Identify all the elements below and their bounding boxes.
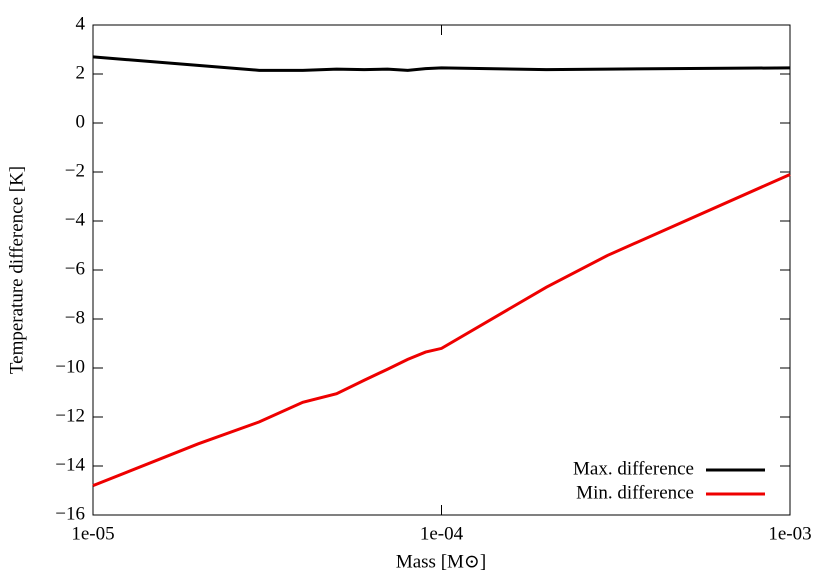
y-tick-label: −6 — [65, 258, 85, 279]
y-tick-label: −4 — [65, 209, 86, 230]
y-tick-label: −2 — [65, 160, 85, 181]
y-tick-label: −10 — [55, 356, 85, 377]
series-line — [92, 55, 791, 72]
x-tick-label: 1e-05 — [71, 523, 114, 544]
y-axis-label: Temperature difference [K] — [6, 166, 27, 374]
y-tick-label: 0 — [76, 111, 86, 132]
y-tick-label: −12 — [55, 405, 85, 426]
y-tick-label: 4 — [76, 13, 86, 34]
plot-frame — [92, 24, 791, 516]
y-tick-label: −14 — [55, 454, 85, 475]
y-tick-label: −8 — [65, 307, 85, 328]
x-axis-label: Mass [M⊙] — [396, 551, 486, 572]
legend-label: Min. difference — [576, 482, 694, 503]
y-tick-label: 2 — [76, 62, 86, 83]
x-tick-label: 1e-04 — [420, 523, 464, 544]
x-tick-label: 1e-03 — [768, 523, 811, 544]
y-tick-label: −16 — [55, 503, 85, 524]
series-line — [92, 173, 791, 487]
legend-label: Max. difference — [573, 458, 694, 479]
